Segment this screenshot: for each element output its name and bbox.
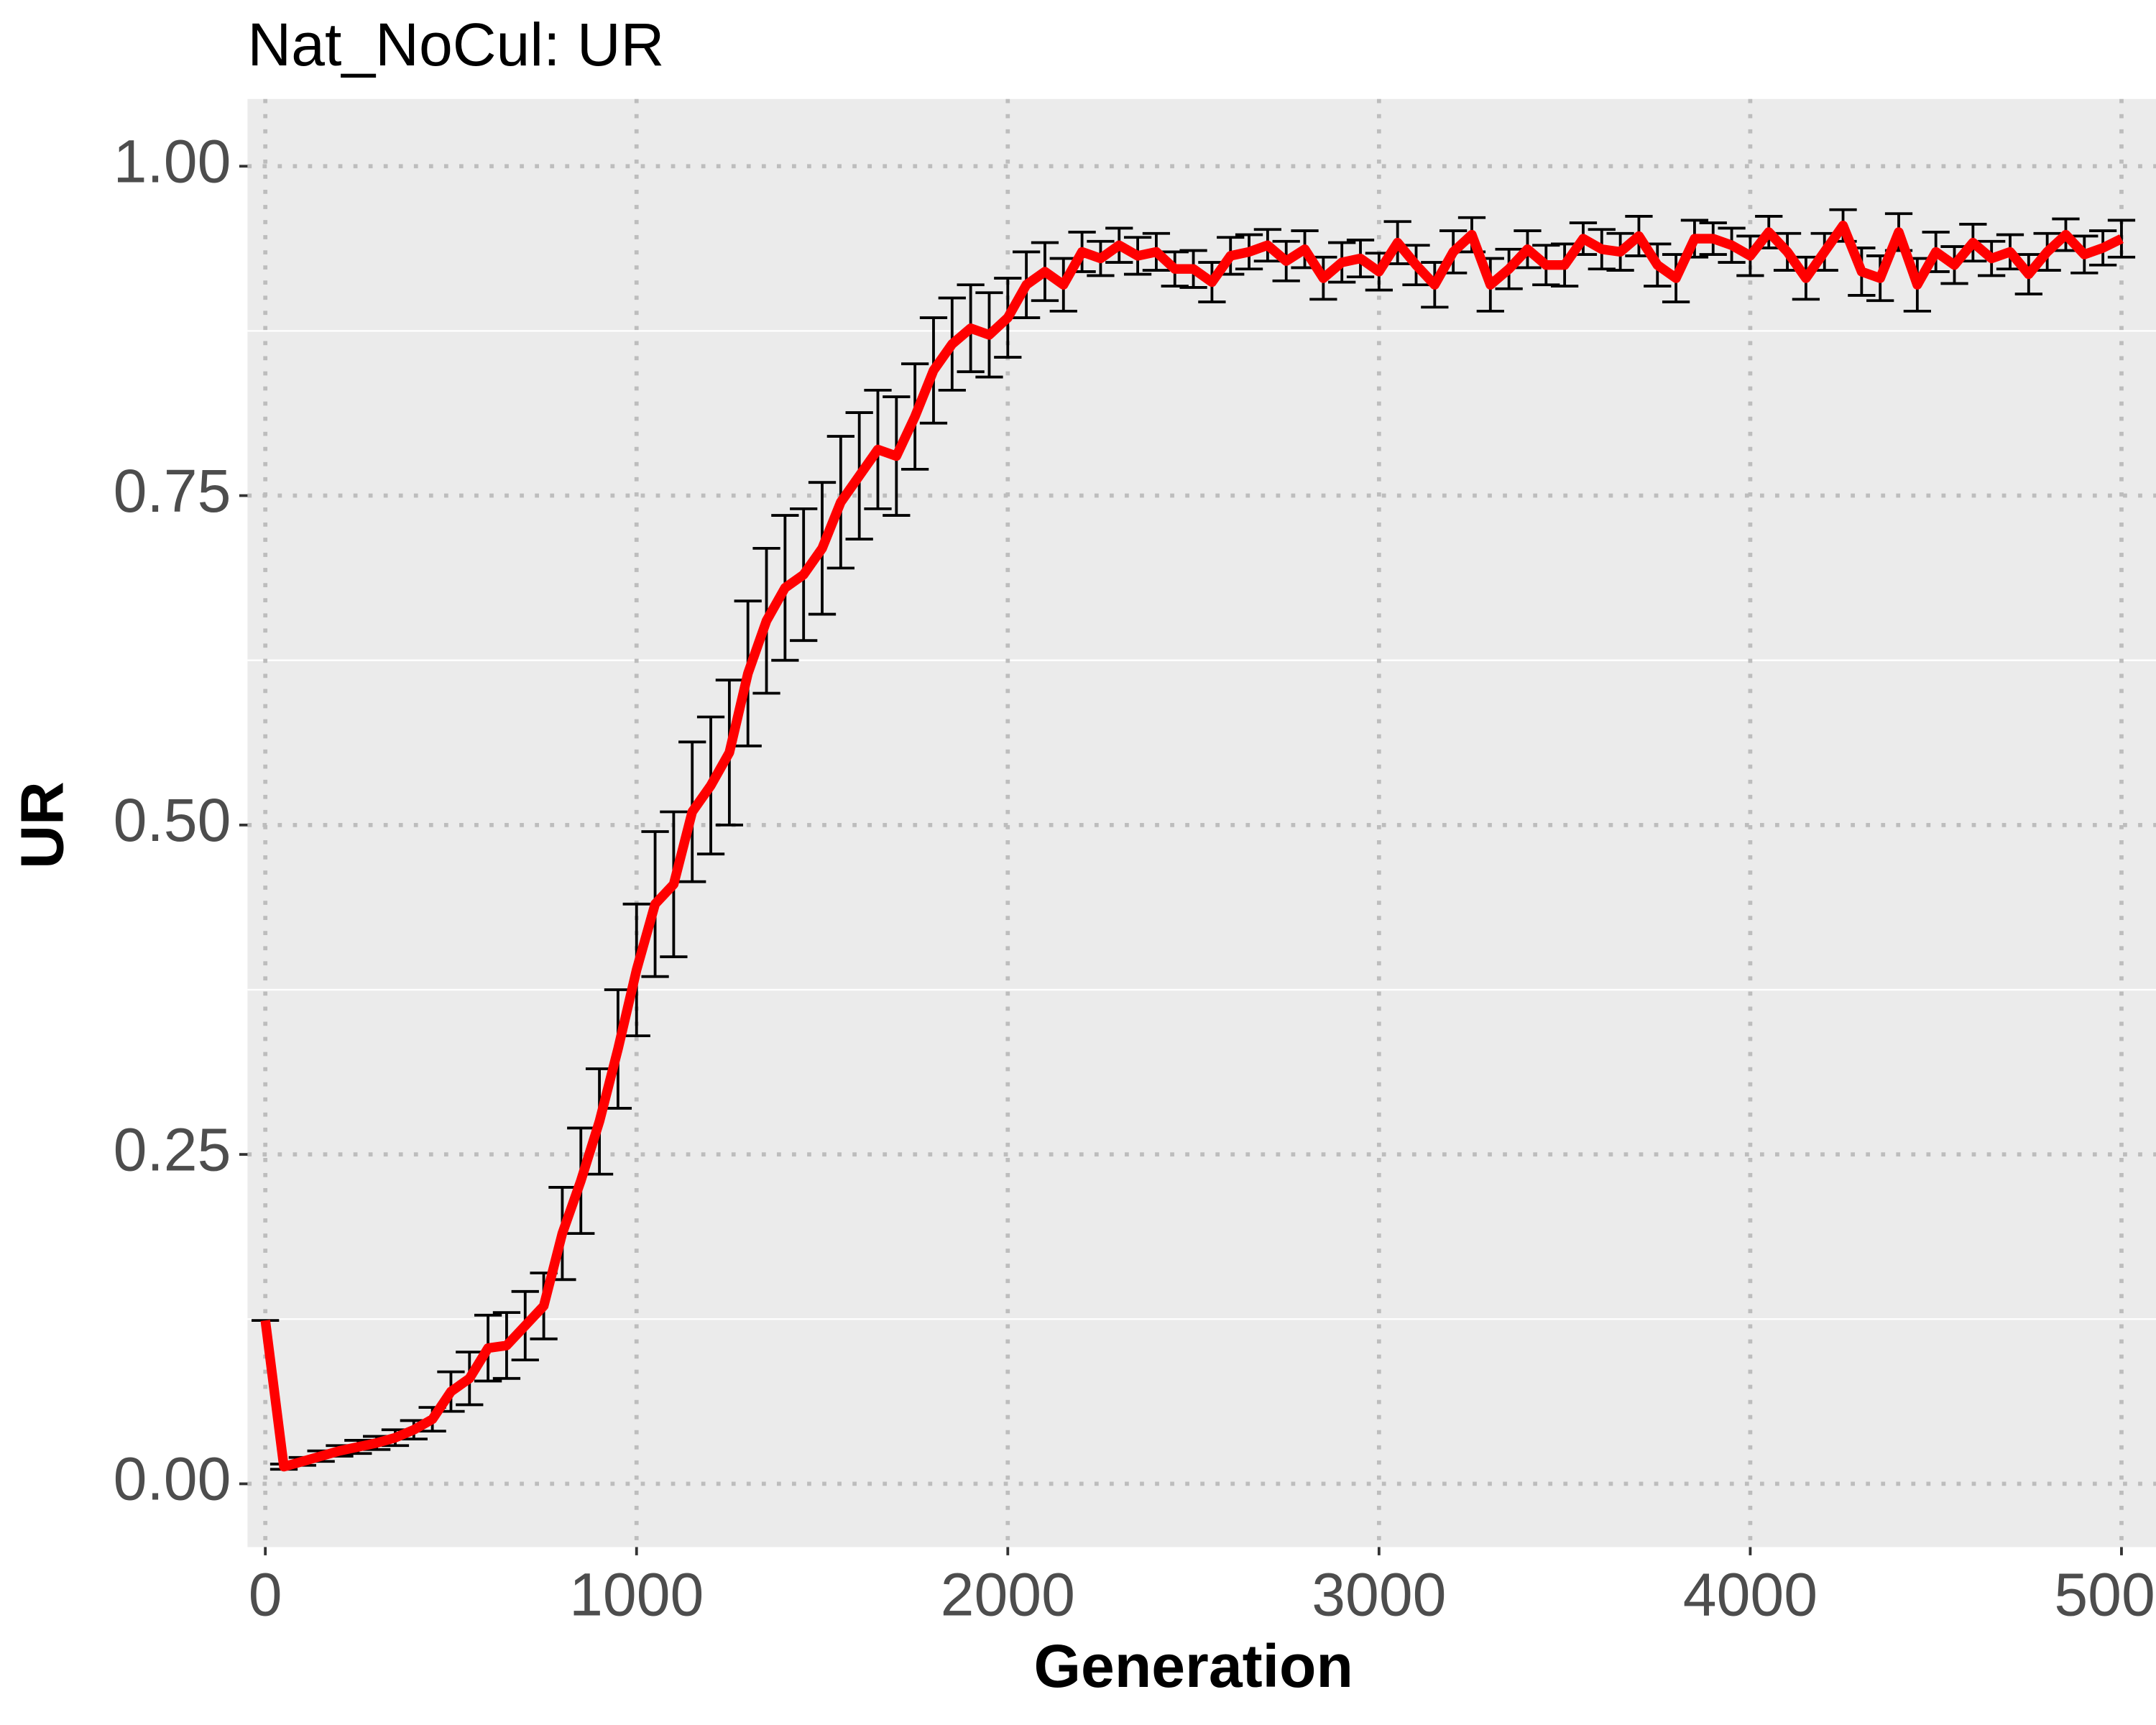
y-axis-label: UR [8, 781, 75, 869]
x-tick-label: 1000 [569, 1560, 704, 1628]
x-tick-label: 4000 [1683, 1560, 1818, 1628]
x-tick-label: 3000 [1312, 1560, 1446, 1628]
chart-title: Nat_NoCul: UR [247, 11, 664, 78]
grid [247, 98, 2156, 1547]
x-tick-label: 2000 [941, 1560, 1075, 1628]
marks [252, 208, 2136, 1472]
y-tick-label: 1.00 [114, 127, 231, 195]
x-tick-label: 5000 [2054, 1560, 2156, 1628]
data-line [260, 221, 2124, 1472]
y-tick-label: 0.50 [114, 786, 231, 854]
y-tick-label: 0.00 [114, 1445, 231, 1513]
x-axis-label: Generation [1034, 1632, 1353, 1700]
x-tick-label: 0 [249, 1560, 282, 1628]
y-tick-label: 0.75 [114, 457, 231, 525]
y-tick-label: 0.25 [114, 1116, 231, 1183]
